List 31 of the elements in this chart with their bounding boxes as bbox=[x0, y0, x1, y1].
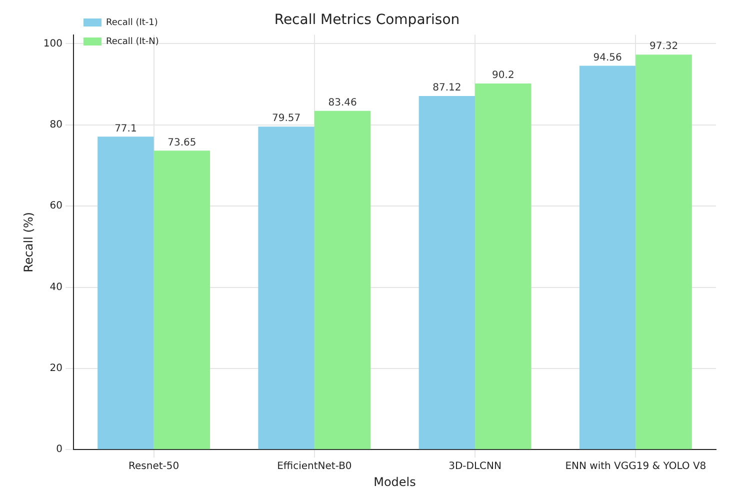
data-label: 83.46 bbox=[328, 97, 357, 108]
y-tick-label: 20 bbox=[50, 363, 62, 374]
bar bbox=[258, 126, 314, 450]
data-label: 90.2 bbox=[492, 70, 514, 82]
bar bbox=[475, 84, 532, 450]
data-label: 77.1 bbox=[114, 123, 137, 134]
legend-label: Recall (It-N) bbox=[106, 36, 159, 47]
chart-title: Recall Metrics Comparison bbox=[274, 12, 460, 28]
x-tick-label: 3D-DLCNN bbox=[448, 461, 502, 472]
data-label: 87.12 bbox=[432, 82, 462, 94]
y-tick-label: 80 bbox=[50, 119, 62, 130]
bar bbox=[636, 54, 692, 450]
legend-label: Recall (It-1) bbox=[106, 18, 158, 28]
data-label: 79.57 bbox=[272, 113, 301, 124]
y-tick-label: 100 bbox=[43, 38, 62, 50]
bar bbox=[579, 66, 636, 450]
data-label: 94.56 bbox=[593, 52, 622, 64]
bar bbox=[418, 96, 476, 450]
y-tick-label: 0 bbox=[56, 444, 62, 456]
bar bbox=[314, 110, 371, 450]
data-label: 97.32 bbox=[649, 41, 678, 52]
x-axis-title: Models bbox=[374, 474, 416, 489]
x-tick-label: ENN with VGG19 & YOLO V8 bbox=[565, 461, 706, 472]
y-axis-title: Recall (%) bbox=[21, 212, 36, 272]
y-tick-label: 60 bbox=[50, 200, 62, 212]
bar bbox=[98, 136, 154, 450]
bar bbox=[154, 150, 210, 450]
x-tick-label: EfficientNet-B0 bbox=[277, 461, 352, 472]
y-tick-label: 40 bbox=[50, 282, 62, 293]
data-label: 73.65 bbox=[168, 137, 196, 148]
x-tick-label: Resnet-50 bbox=[128, 461, 180, 472]
